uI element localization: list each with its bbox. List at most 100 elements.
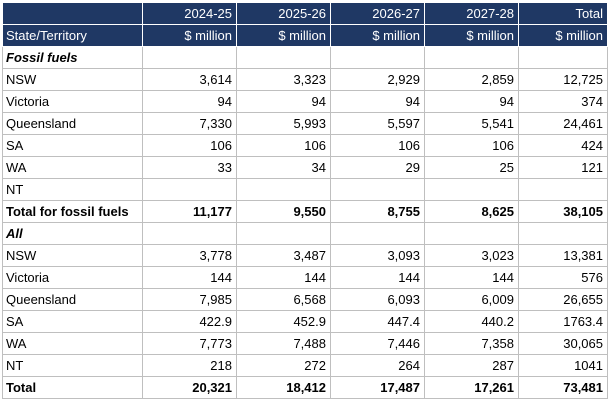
row-label: Queensland bbox=[2, 112, 143, 135]
value-cell: 7,446 bbox=[330, 332, 425, 355]
total-value-cell: 9,550 bbox=[236, 200, 331, 223]
value-cell: 7,985 bbox=[142, 288, 237, 311]
section-title: Fossil fuels bbox=[2, 46, 143, 69]
value-cell: 7,358 bbox=[424, 332, 519, 355]
total-value-cell: 17,261 bbox=[424, 376, 519, 399]
value-cell: 3,778 bbox=[142, 244, 237, 267]
value-cell: 94 bbox=[236, 90, 331, 113]
value-cell: 25 bbox=[424, 156, 519, 179]
value-cell: 13,381 bbox=[518, 244, 608, 267]
column-header-year: 2026-27 bbox=[330, 2, 425, 25]
table-row: Queensland 7,985 6,568 6,093 6,009 26,655 bbox=[2, 288, 608, 311]
column-header-unit: $ million bbox=[142, 24, 237, 47]
value-cell: 2,929 bbox=[330, 68, 425, 91]
value-cell: 106 bbox=[330, 134, 425, 157]
empty-cell bbox=[424, 222, 519, 245]
column-header-year: 2027-28 bbox=[424, 2, 519, 25]
section-title: All bbox=[2, 222, 143, 245]
section-title-row: All bbox=[2, 222, 608, 245]
column-header-year: 2025-26 bbox=[236, 2, 331, 25]
value-cell: 2,859 bbox=[424, 68, 519, 91]
value-cell: 374 bbox=[518, 90, 608, 113]
total-value-cell: 18,412 bbox=[236, 376, 331, 399]
row-label: SA bbox=[2, 310, 143, 333]
empty-cell bbox=[236, 46, 331, 69]
value-cell: 7,330 bbox=[142, 112, 237, 135]
value-cell: 34 bbox=[236, 156, 331, 179]
value-cell: 5,993 bbox=[236, 112, 331, 135]
table-row: Queensland 7,330 5,993 5,597 5,541 24,461 bbox=[2, 112, 608, 135]
total-value-cell: 8,755 bbox=[330, 200, 425, 223]
total-value-cell: 17,487 bbox=[330, 376, 425, 399]
table-row: SA 106 106 106 106 424 bbox=[2, 134, 608, 157]
value-cell: 12,725 bbox=[518, 68, 608, 91]
total-row: Total 20,321 18,412 17,487 17,261 73,481 bbox=[2, 376, 608, 399]
table-row: WA 33 34 29 25 121 bbox=[2, 156, 608, 179]
value-cell: 94 bbox=[330, 90, 425, 113]
empty-cell bbox=[142, 46, 237, 69]
value-cell: 452.9 bbox=[236, 310, 331, 333]
table-body: Fossil fuels NSW 3,614 3,323 2,929 2,859 12,72… bbox=[2, 46, 608, 399]
value-cell: 3,093 bbox=[330, 244, 425, 267]
column-header-unit: $ million bbox=[518, 24, 608, 47]
value-cell: 144 bbox=[236, 266, 331, 289]
value-cell: 94 bbox=[424, 90, 519, 113]
value-cell: 3,487 bbox=[236, 244, 331, 267]
total-value-cell: 38,105 bbox=[518, 200, 608, 223]
value-cell: 24,461 bbox=[518, 112, 608, 135]
value-cell: 144 bbox=[330, 266, 425, 289]
header-row-years: 2024-25 2025-26 2026-27 2027-28 Total bbox=[2, 2, 608, 25]
value-cell: 3,023 bbox=[424, 244, 519, 267]
value-cell: 3,614 bbox=[142, 68, 237, 91]
row-label: NSW bbox=[2, 244, 143, 267]
value-cell: 144 bbox=[424, 266, 519, 289]
column-header-year: 2024-25 bbox=[142, 2, 237, 25]
table-row: NT 218 272 264 287 1041 bbox=[2, 354, 608, 377]
value-cell: 121 bbox=[518, 156, 608, 179]
row-label: WA bbox=[2, 332, 143, 355]
value-cell bbox=[236, 178, 331, 201]
value-cell: 33 bbox=[142, 156, 237, 179]
value-cell: 422.9 bbox=[142, 310, 237, 333]
table-row: SA 422.9 452.9 447.4 440.2 1763.4 bbox=[2, 310, 608, 333]
value-cell: 264 bbox=[330, 354, 425, 377]
table-row: NSW 3,614 3,323 2,929 2,859 12,725 bbox=[2, 68, 608, 91]
value-cell: 576 bbox=[518, 266, 608, 289]
column-header-total: Total bbox=[518, 2, 608, 25]
table-row: WA 7,773 7,488 7,446 7,358 30,065 bbox=[2, 332, 608, 355]
value-cell: 218 bbox=[142, 354, 237, 377]
empty-cell bbox=[142, 222, 237, 245]
row-label: Victoria bbox=[2, 266, 143, 289]
value-cell bbox=[518, 178, 608, 201]
total-value-cell: 11,177 bbox=[142, 200, 237, 223]
value-cell: 447.4 bbox=[330, 310, 425, 333]
value-cell: 30,065 bbox=[518, 332, 608, 355]
row-label: Queensland bbox=[2, 288, 143, 311]
value-cell: 29 bbox=[330, 156, 425, 179]
table-row: Victoria 144 144 144 144 576 bbox=[2, 266, 608, 289]
section-title-row: Fossil fuels bbox=[2, 46, 608, 69]
value-cell bbox=[330, 178, 425, 201]
value-cell: 144 bbox=[142, 266, 237, 289]
row-label: Victoria bbox=[2, 90, 143, 113]
value-cell bbox=[424, 178, 519, 201]
column-header-state: State/Territory bbox=[2, 24, 143, 47]
value-cell: 6,093 bbox=[330, 288, 425, 311]
column-header-unit: $ million bbox=[424, 24, 519, 47]
empty-cell bbox=[236, 222, 331, 245]
value-cell: 106 bbox=[424, 134, 519, 157]
header-row-units: State/Territory $ million $ million $ mi… bbox=[2, 24, 608, 47]
value-cell: 94 bbox=[142, 90, 237, 113]
total-label: Total bbox=[2, 376, 143, 399]
value-cell: 424 bbox=[518, 134, 608, 157]
value-cell: 3,323 bbox=[236, 68, 331, 91]
table-row: NT bbox=[2, 178, 608, 201]
value-cell: 287 bbox=[424, 354, 519, 377]
total-value-cell: 73,481 bbox=[518, 376, 608, 399]
total-label: Total for fossil fuels bbox=[2, 200, 143, 223]
value-cell: 1763.4 bbox=[518, 310, 608, 333]
value-cell: 272 bbox=[236, 354, 331, 377]
total-row: Total for fossil fuels 11,177 9,550 8,755 8,… bbox=[2, 200, 608, 223]
header-corner-cell bbox=[2, 2, 143, 25]
total-value-cell: 8,625 bbox=[424, 200, 519, 223]
